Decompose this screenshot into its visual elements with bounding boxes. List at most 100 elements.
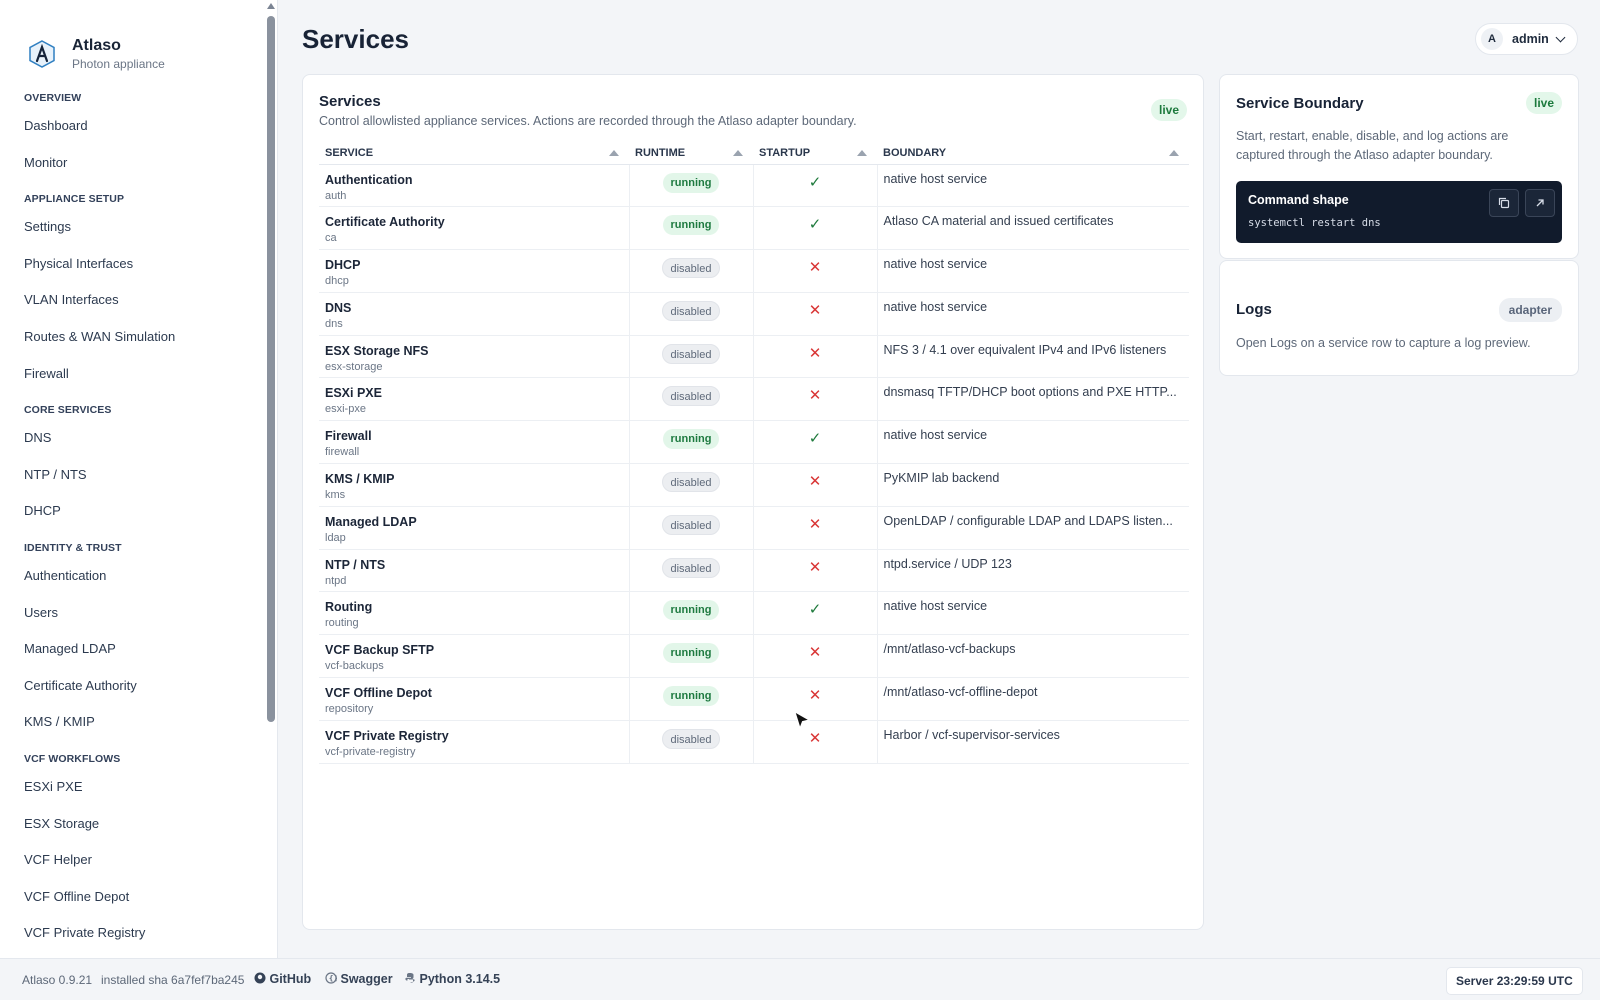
runtime-status-badge: running bbox=[662, 172, 720, 193]
sidebar-item-vcf-offline-depot[interactable]: VCF Offline Depot bbox=[24, 888, 130, 904]
sidebar-item-managed-ldap[interactable]: Managed LDAP bbox=[24, 641, 116, 657]
copy-command-button[interactable] bbox=[1489, 189, 1519, 217]
sidebar-item-monitor[interactable]: Monitor bbox=[24, 154, 68, 170]
sort-icon[interactable] bbox=[1169, 150, 1179, 156]
check-icon: ✓ bbox=[808, 430, 822, 448]
boundary-cell: /mnt/atlaso-vcf-offline-depot bbox=[876, 677, 1189, 721]
runtime-status-badge: disabled bbox=[661, 557, 721, 578]
runtime-cell: running bbox=[628, 164, 753, 208]
startup-cell: ✕ bbox=[752, 335, 877, 379]
table-row[interactable]: ESX Storage NFS esx-storage disabled ✕ N… bbox=[319, 335, 1189, 379]
github-icon bbox=[254, 972, 266, 984]
column-header-service[interactable]: SERVICE bbox=[319, 142, 629, 165]
sidebar-item-vcf-private-registry[interactable]: VCF Private Registry bbox=[24, 925, 146, 941]
column-header-startup[interactable]: STARTUP bbox=[753, 142, 877, 165]
boundary-cell: native host service bbox=[876, 420, 1189, 465]
sidebar-item-certificate-authority[interactable]: Certificate Authority bbox=[24, 677, 137, 693]
boundary-cell: OpenLDAP / configurable LDAP and LDAPS l… bbox=[876, 506, 1189, 550]
runtime-status-badge: disabled bbox=[661, 258, 721, 279]
sort-icon[interactable] bbox=[733, 150, 743, 156]
service-cell: DNS dns bbox=[319, 292, 629, 336]
table-row[interactable]: VCF Backup SFTP vcf-backups running ✕ /m… bbox=[319, 634, 1189, 679]
nav-section-header: VCF WORKFLOWS bbox=[24, 752, 121, 765]
user-menu-button[interactable]: A admin bbox=[1475, 23, 1578, 55]
runtime-status-badge: running bbox=[662, 686, 720, 707]
runtime-cell: disabled bbox=[628, 506, 753, 550]
sort-icon[interactable] bbox=[609, 150, 619, 156]
table-row[interactable]: NTP / NTS ntpd disabled ✕ ntpd.service /… bbox=[319, 549, 1189, 593]
service-name: DNS bbox=[325, 300, 352, 315]
column-header-boundary[interactable]: BOUNDARY bbox=[877, 142, 1189, 165]
service-name: ESX Storage NFS bbox=[325, 343, 429, 358]
sidebar: Atlaso Photon appliance OVERVIEW Dashboar… bbox=[0, 0, 278, 958]
service-cell: VCF Backup SFTP vcf-backups bbox=[319, 634, 629, 679]
service-boundary-description: Start, restart, enable, disable, and log… bbox=[1236, 129, 1509, 162]
services-table-body: Authentication auth running ✓ native hos… bbox=[319, 164, 1189, 764]
sidebar-item-dashboard[interactable]: Dashboard bbox=[24, 118, 88, 133]
table-row[interactable]: Certificate Authority ca running ✓ Atlas… bbox=[319, 206, 1189, 251]
cross-icon: ✕ bbox=[808, 687, 822, 705]
service-id: esx-storage bbox=[325, 360, 383, 373]
github-link[interactable]: GitHub bbox=[254, 972, 311, 986]
service-cell: DHCP dhcp bbox=[319, 249, 629, 293]
sidebar-item-users[interactable]: Users bbox=[24, 604, 58, 620]
sidebar-item-routes-wan-simulation[interactable]: Routes & WAN Simulation bbox=[24, 328, 176, 344]
service-cell: Authentication auth bbox=[319, 164, 629, 208]
boundary-cell: Harbor / vcf-supervisor-services bbox=[876, 720, 1189, 764]
table-row[interactable]: KMS / KMIP kms disabled ✕ PyKMIP lab bac… bbox=[319, 463, 1189, 507]
table-row[interactable]: Routing routing running ✓ native host se… bbox=[319, 591, 1189, 636]
python-link[interactable]: Python 3.14.5 bbox=[404, 972, 500, 986]
sidebar-nav: OVERVIEW Dashboard Monitor APPLIANCE SETUP S… bbox=[0, 88, 277, 952]
table-row[interactable]: DNS dns disabled ✕ native host service bbox=[319, 292, 1189, 336]
column-header-runtime[interactable]: RUNTIME bbox=[629, 142, 753, 165]
runtime-cell: running bbox=[628, 591, 753, 636]
services-card-title: Services bbox=[319, 93, 381, 110]
table-row[interactable]: Firewall firewall running ✓ native host … bbox=[319, 420, 1189, 465]
boundary-cell: PyKMIP lab backend bbox=[876, 463, 1189, 507]
startup-cell: ✕ bbox=[752, 292, 877, 336]
app-version: Atlaso 0.9.21 bbox=[22, 973, 93, 987]
sidebar-item-vcf-helper[interactable]: VCF Helper bbox=[24, 852, 92, 868]
atlaso-logo-icon bbox=[29, 40, 55, 68]
sidebar-item-esx-storage[interactable]: ESX Storage bbox=[24, 815, 100, 831]
open-command-button[interactable] bbox=[1525, 189, 1555, 217]
sidebar-item-dns[interactable]: DNS bbox=[24, 430, 52, 446]
scroll-up-icon[interactable] bbox=[267, 3, 275, 9]
table-row[interactable]: ESXi PXE esxi-pxe disabled ✕ dnsmasq TFT… bbox=[319, 377, 1189, 422]
table-row[interactable]: VCF Private Registry vcf-private-registr… bbox=[319, 720, 1189, 764]
table-row[interactable]: Managed LDAP ldap disabled ✕ OpenLDAP / … bbox=[319, 506, 1189, 550]
sidebar-item-vlan-interfaces[interactable]: VLAN Interfaces bbox=[24, 292, 119, 308]
table-row[interactable]: DHCP dhcp disabled ✕ native host service bbox=[319, 249, 1189, 293]
service-id: firewall bbox=[325, 446, 360, 459]
runtime-status-badge: running bbox=[662, 215, 720, 236]
scrollbar-thumb[interactable] bbox=[267, 16, 275, 722]
sidebar-scrollbar[interactable] bbox=[264, 0, 277, 958]
boundary-cell: NFS 3 / 4.1 over equivalent IPv4 and IPv… bbox=[876, 335, 1189, 379]
boundary-cell: native host service bbox=[876, 292, 1189, 336]
sidebar-item-authentication[interactable]: Authentication bbox=[24, 567, 107, 583]
sidebar-item-firewall[interactable]: Firewall bbox=[24, 365, 69, 381]
sidebar-item-physical-interfaces[interactable]: Physical Interfaces bbox=[24, 255, 134, 271]
sidebar-item-kms-kmip[interactable]: KMS / KMIP bbox=[24, 714, 95, 730]
sidebar-item-esxi-pxe[interactable]: ESXi PXE bbox=[24, 778, 83, 794]
table-row[interactable]: Authentication auth running ✓ native hos… bbox=[319, 164, 1189, 208]
service-name: Managed LDAP bbox=[325, 514, 417, 529]
boundary-cell: native host service bbox=[876, 249, 1189, 293]
table-row[interactable]: VCF Offline Depot repository running ✕ /… bbox=[319, 677, 1189, 721]
service-id: dhcp bbox=[325, 275, 349, 288]
live-badge: live bbox=[1525, 92, 1562, 114]
startup-cell: ✕ bbox=[752, 549, 877, 593]
sidebar-item-ntp-nts[interactable]: NTP / NTS bbox=[24, 466, 87, 482]
swagger-link[interactable]: {} Swagger bbox=[325, 972, 393, 986]
sidebar-item-settings[interactable]: Settings bbox=[24, 219, 71, 235]
runtime-status-badge: running bbox=[662, 429, 720, 450]
cross-icon: ✕ bbox=[808, 301, 822, 319]
brand[interactable]: Atlaso Photon appliance bbox=[0, 0, 277, 80]
runtime-cell: running bbox=[628, 420, 753, 465]
sidebar-item-dhcp[interactable]: DHCP bbox=[24, 503, 61, 519]
sort-icon[interactable] bbox=[857, 150, 867, 156]
copy-icon bbox=[1498, 197, 1510, 209]
footer: Atlaso 0.9.21 installed sha 6a7fef7ba245… bbox=[0, 958, 1600, 1000]
startup-cell: ✕ bbox=[752, 720, 877, 764]
avatar: A bbox=[1481, 28, 1503, 50]
